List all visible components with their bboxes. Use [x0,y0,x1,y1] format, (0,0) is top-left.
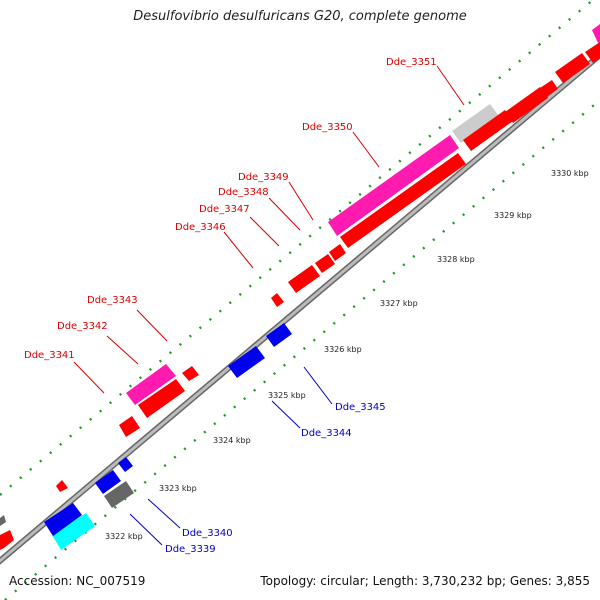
length-value: 3,730,232 bp [421,574,502,588]
gene-label-dde-3348[interactable]: Dde_3348 [218,187,269,198]
gene-block-dde-3349[interactable] [329,244,346,261]
gene-block-dde-3345[interactable] [266,323,292,347]
gene-block[interactable] [540,80,558,97]
tick-label: 3325 kbp [268,391,306,400]
tick-label: 3327 kbp [380,299,418,308]
tick-label: 3330 kbp [551,169,589,178]
tick-label: 3329 kbp [494,211,532,220]
accession-label: Accession: [9,574,73,588]
gene-block[interactable] [463,110,513,151]
map-title: Desulfovibrio desulfuricans G20, complet… [133,9,467,24]
genome-backbone [0,52,600,565]
gene-block-dde-3340[interactable] [44,503,82,536]
gene-block[interactable] [585,42,600,63]
gene-label-dde-3341[interactable]: Dde_3341 [24,350,75,361]
gene-block[interactable] [0,515,6,526]
gene-block-dde-3346[interactable] [271,293,284,307]
dotted-track-outer [0,0,595,496]
tick-label: 3328 kbp [437,255,475,264]
gene-label-dde-3339[interactable]: Dde_3339 [165,544,216,555]
gene-block-dde-3347[interactable] [288,265,320,293]
genes-label: Genes: [509,574,552,588]
accession-info: Accession: NC_007519 [9,574,145,588]
length-label: Length: [372,574,419,588]
gene-block-dde-3342[interactable] [138,379,185,418]
gene-block[interactable] [505,87,548,123]
gene-block-dde-3350[interactable] [328,135,459,236]
gene-block[interactable] [104,481,134,508]
gene-block[interactable] [118,457,133,472]
label-leader-lines [73,65,465,546]
gene-label-dde-3340[interactable]: Dde_3340 [182,528,233,539]
genome-summary: Topology: circular; Length: 3,730,232 bp… [260,574,590,588]
genes-value: 3,855 [555,574,590,588]
gene-block-dde-3348[interactable] [315,254,335,273]
topology-value: circular [320,574,365,588]
tick-label: 3322 kbp [105,532,143,541]
accession-value: NC_007519 [76,574,146,588]
gene-label-dde-3345[interactable]: Dde_3345 [335,402,386,413]
gene-block[interactable] [56,480,68,492]
gene-block-dde-3341[interactable] [119,416,140,437]
gene-labels-blue: Dde_3339 Dde_3340 Dde_3344 Dde_3345 [165,402,386,555]
gene-label-dde-3344[interactable]: Dde_3344 [301,428,352,439]
gene-label-dde-3342[interactable]: Dde_3342 [57,321,108,332]
gene-block[interactable] [592,24,600,43]
gene-label-dde-3343[interactable]: Dde_3343 [87,295,138,306]
tick-label: 3323 kbp [159,484,197,493]
gene-block-dde-3351[interactable] [452,104,499,143]
gene-label-dde-3350[interactable]: Dde_3350 [302,122,353,133]
scale-ticks: 3322 kbp 3323 kbp 3324 kbp 3325 kbp 3326… [105,169,589,541]
tick-label: 3326 kbp [324,345,362,354]
gene-block[interactable] [340,153,466,248]
tick-label: 3324 kbp [213,436,251,445]
gene-label-dde-3351[interactable]: Dde_3351 [386,57,437,68]
topology-label: Topology: [260,574,317,588]
gene-label-dde-3347[interactable]: Dde_3347 [199,204,250,215]
gene-label-dde-3349[interactable]: Dde_3349 [238,172,289,183]
gene-block-dde-3339[interactable] [52,513,95,550]
gene-block[interactable] [555,53,590,83]
gene-labels-red: Dde_3341 Dde_3342 Dde_3343 Dde_3346 Dde_… [24,57,437,361]
gene-block-dde-3343[interactable] [126,364,176,405]
gene-label-dde-3346[interactable]: Dde_3346 [175,222,226,233]
gene-features [0,24,600,550]
gene-block[interactable] [182,366,199,381]
gene-block[interactable] [0,530,14,550]
gene-block[interactable] [95,470,121,494]
gene-block-dde-3344[interactable] [228,346,265,378]
